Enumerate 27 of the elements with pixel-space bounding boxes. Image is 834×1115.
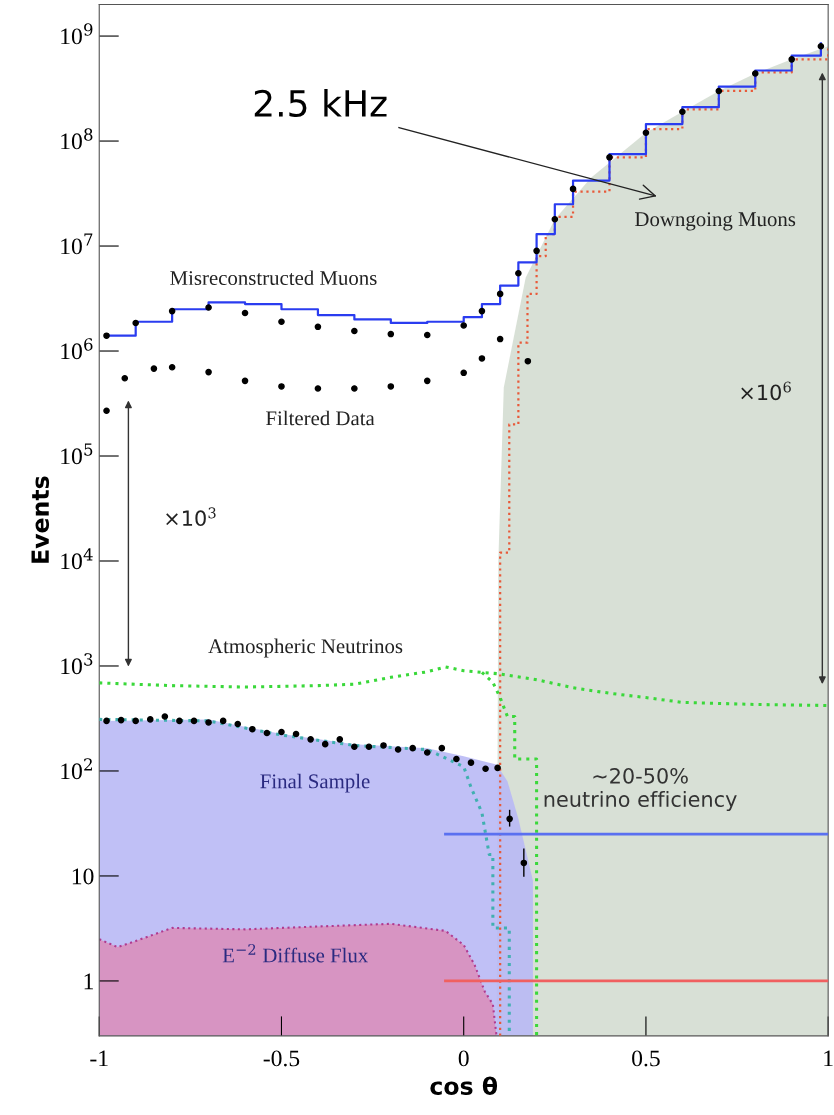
x-tick-label: 1 xyxy=(824,1050,833,1067)
annotation: E$^{−2}$ Diffuse Flux xyxy=(222,943,368,963)
annotation: Final Sample xyxy=(260,773,370,793)
y-tick-label: 10$^{9}$ xyxy=(61,23,93,45)
x-axis-title: cos θ xyxy=(430,1076,498,1095)
annotation: Filtered Data xyxy=(266,410,375,426)
annotation: 2.5 kHz xyxy=(254,89,387,118)
annotation: ~20-50% neutrino efficiency xyxy=(544,767,737,812)
y-tick-label: 10$^{8}$ xyxy=(61,128,93,150)
x-tick-label: 0 xyxy=(458,1050,469,1067)
y-tick-label: 10$^{4}$ xyxy=(61,548,93,570)
y-axis-title: Events xyxy=(31,476,50,563)
y-tick-label: 10 xyxy=(72,868,94,885)
annotation: ×10$^{3}$ xyxy=(166,507,216,527)
x-tick-label: -0.5 xyxy=(263,1050,300,1067)
y-tick-label: 10$^{5}$ xyxy=(61,443,93,465)
annotation: Misreconstructed Muons xyxy=(170,270,377,286)
x-tick-label: -1 xyxy=(90,1050,108,1067)
y-tick-label: 10$^{3}$ xyxy=(61,653,93,675)
x-tick-label: 0.5 xyxy=(632,1050,660,1067)
y-tick-label: 10$^{7}$ xyxy=(61,233,93,255)
annotation: Downgoing Muons xyxy=(635,212,796,231)
y-tick-label: 10$^{6}$ xyxy=(61,338,93,360)
y-tick-label: 1 xyxy=(84,973,93,990)
annotation: ×10$^{6}$ xyxy=(741,381,791,401)
annotation: Atmospheric Neutrinos xyxy=(208,638,403,658)
y-tick-label: 10$^{2}$ xyxy=(61,758,92,780)
